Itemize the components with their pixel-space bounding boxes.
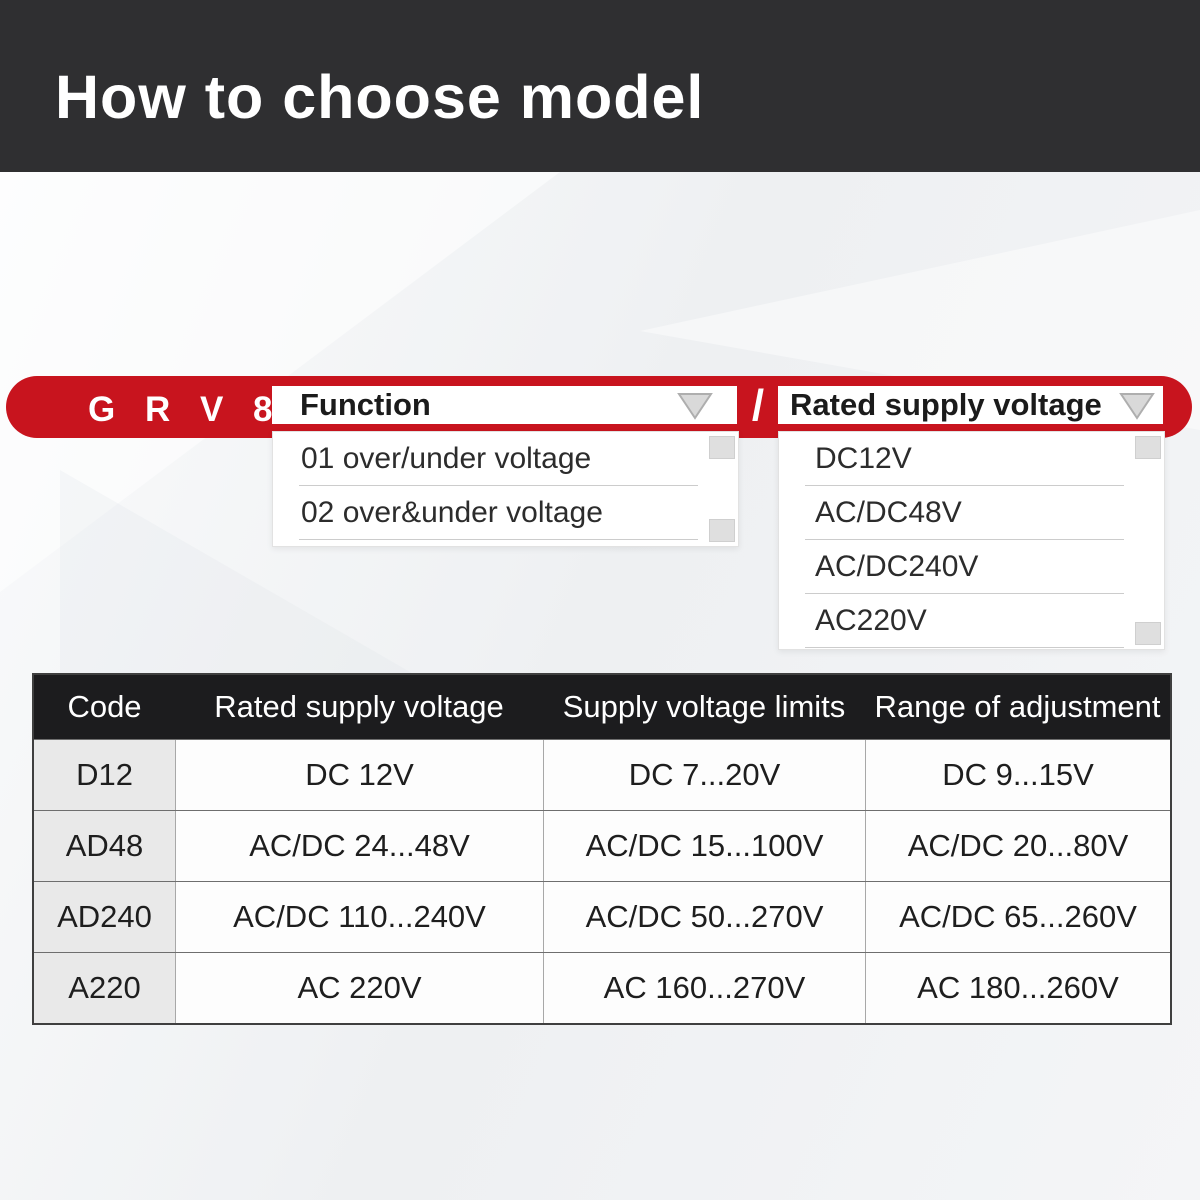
scrollbar-thumb[interactable]: [1135, 622, 1161, 645]
column-header: Code: [67, 689, 142, 724]
page-header-band: How to choose model: [0, 0, 1200, 172]
model-table: Code Rated supply voltage Supply voltage…: [32, 673, 1172, 1025]
function-option[interactable]: 01 over/under voltage: [273, 432, 738, 486]
voltage-limits-cell: DC 7...20V: [543, 740, 865, 810]
table-row: AD240 AC/DC 110...240V AC/DC 50...270V A…: [34, 881, 1170, 952]
rated-voltage-dropdown-label: Rated supply voltage: [790, 387, 1102, 422]
dropdown-arrow-icon: [1119, 392, 1155, 425]
rated-voltage-cell: AC/DC 110...240V: [175, 882, 543, 952]
code-cell: AD240: [34, 882, 175, 952]
table-row: D12 DC 12V DC 7...20V DC 9...15V: [34, 739, 1170, 810]
voltage-option[interactable]: AC220V: [779, 594, 1164, 648]
adjustment-range-cell: AC 180...260V: [865, 953, 1170, 1023]
adjustment-range-cell: AC/DC 65...260V: [865, 882, 1170, 952]
code-cell: A220: [34, 953, 175, 1023]
rated-voltage-options-list: DC12V AC/DC48V AC/DC240V AC220V: [778, 431, 1165, 650]
scrollbar-thumb[interactable]: [709, 519, 735, 542]
page-title: How to choose model: [55, 63, 705, 131]
voltage-limits-cell: AC 160...270V: [543, 953, 865, 1023]
function-option[interactable]: 02 over&under voltage: [273, 486, 738, 540]
adjustment-range-cell: AC/DC 20...80V: [865, 811, 1170, 881]
table-row: A220 AC 220V AC 160...270V AC 180...260V: [34, 952, 1170, 1023]
column-header: Supply voltage limits: [562, 689, 846, 724]
code-cell: AD48: [34, 811, 175, 881]
column-header: Range of adjustment: [874, 689, 1161, 724]
scrollbar-thumb[interactable]: [709, 436, 735, 459]
rated-voltage-cell: DC 12V: [175, 740, 543, 810]
function-dropdown-label: Function: [300, 387, 431, 422]
voltage-limits-cell: AC/DC 50...270V: [543, 882, 865, 952]
dropdown-arrow-icon: [677, 392, 713, 425]
code-cell: D12: [34, 740, 175, 810]
model-code-separator: /: [751, 381, 765, 430]
voltage-option[interactable]: AC/DC240V: [779, 540, 1164, 594]
voltage-option[interactable]: AC/DC48V: [779, 486, 1164, 540]
voltage-limits-cell: AC/DC 15...100V: [543, 811, 865, 881]
function-dropdown[interactable]: Function: [272, 386, 737, 424]
column-header: Rated supply voltage: [214, 689, 504, 724]
scrollbar-thumb[interactable]: [1135, 436, 1161, 459]
rated-voltage-cell: AC/DC 24...48V: [175, 811, 543, 881]
voltage-option[interactable]: DC12V: [779, 432, 1164, 486]
table-header-row: Code Rated supply voltage Supply voltage…: [34, 675, 1170, 739]
table-row: AD48 AC/DC 24...48V AC/DC 15...100V AC/D…: [34, 810, 1170, 881]
function-options-list: 01 over/under voltage 02 over&under volt…: [272, 431, 739, 547]
adjustment-range-cell: DC 9...15V: [865, 740, 1170, 810]
rated-voltage-dropdown[interactable]: Rated supply voltage: [778, 386, 1163, 424]
rated-voltage-cell: AC 220V: [175, 953, 543, 1023]
